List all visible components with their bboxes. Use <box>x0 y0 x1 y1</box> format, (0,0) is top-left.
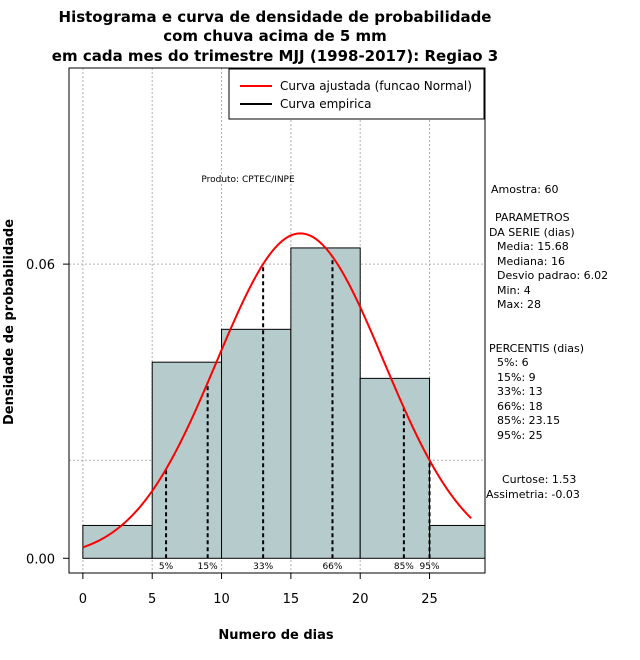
histogram-bar <box>429 524 486 559</box>
histogram-bar <box>359 377 431 559</box>
sample-size: Amostra: 60 <box>491 183 558 196</box>
param-desvio: Desvio padrao: 6.02 <box>497 269 608 282</box>
param-media: Media: 15.68 <box>497 240 569 253</box>
histogram-bar <box>290 247 361 559</box>
percentile-label: 66% <box>322 562 342 572</box>
percentil-66: 66%: 18 <box>497 400 543 413</box>
x-tick-label: 20 <box>352 592 369 607</box>
y-axis-label: Densidade de probabilidade <box>2 219 17 425</box>
y-tick-label: 0.06 <box>26 258 55 273</box>
chart-title-line-3: em cada mes do trimestre MJJ (1998-2017)… <box>52 47 498 65</box>
x-tick-label: 10 <box>213 592 230 607</box>
kurtosis: Curtose: 1.53 <box>502 473 576 486</box>
percentil-5: 5%: 6 <box>497 356 529 369</box>
param-min: Min: 4 <box>497 284 531 297</box>
product-annotation: Produto: CPTEC/INPE <box>201 175 295 185</box>
histogram-bar <box>151 361 223 559</box>
normal-curve-line <box>82 232 472 549</box>
x-tick-label: 0 <box>79 592 87 607</box>
percentile-label: 33% <box>253 562 273 572</box>
histogram-bar <box>221 328 292 559</box>
percentis-heading: PERCENTIS (dias) <box>489 342 584 355</box>
skewness: Assimetria: -0.03 <box>486 488 580 501</box>
x-tick-label: 25 <box>421 592 438 607</box>
x-tick-label: 5 <box>148 592 156 607</box>
params-heading-1: PARAMETROS <box>495 211 570 224</box>
axes: 0 5 10 15 20 25 0.00 0.06 <box>26 258 438 607</box>
percentile-lines: 5% 15% 33% 66% 85% 95% <box>159 256 440 572</box>
percentile-label: 85% <box>394 562 414 572</box>
percentil-95: 95%: 25 <box>497 429 543 442</box>
x-tick-label: 15 <box>283 592 300 607</box>
chart-title-line-2: com chuva acima de 5 mm <box>163 27 387 45</box>
legend: Curva ajustada (funcao Normal) Curva emp… <box>228 68 485 120</box>
side-panel: Amostra: 60 PARAMETROS DA SERIE (dias) M… <box>486 183 608 501</box>
legend-label-normal: Curva ajustada (funcao Normal) <box>280 79 472 93</box>
percentile-label: 5% <box>159 562 174 572</box>
histogram-bars <box>82 247 486 559</box>
percentile-label: 95% <box>420 562 440 572</box>
x-axis-label: Numero de dias <box>218 628 334 643</box>
param-max: Max: 28 <box>497 298 541 311</box>
percentil-15: 15%: 9 <box>497 371 536 384</box>
y-tick-label: 0.00 <box>26 552 55 567</box>
percentil-85: 85%: 23.15 <box>497 414 560 427</box>
legend-box <box>228 68 485 120</box>
percentile-label: 15% <box>198 562 218 572</box>
chart-title-line-1: Histograma e curva de densidade de proba… <box>59 8 492 26</box>
param-mediana: Mediana: 16 <box>497 255 565 268</box>
normal-curve <box>82 232 472 549</box>
histogram-bar <box>82 524 153 559</box>
legend-label-empirical: Curva empirica <box>280 97 371 111</box>
percentil-33: 33%: 13 <box>497 385 543 398</box>
params-heading-2: DA SERIE (dias) <box>489 226 575 239</box>
